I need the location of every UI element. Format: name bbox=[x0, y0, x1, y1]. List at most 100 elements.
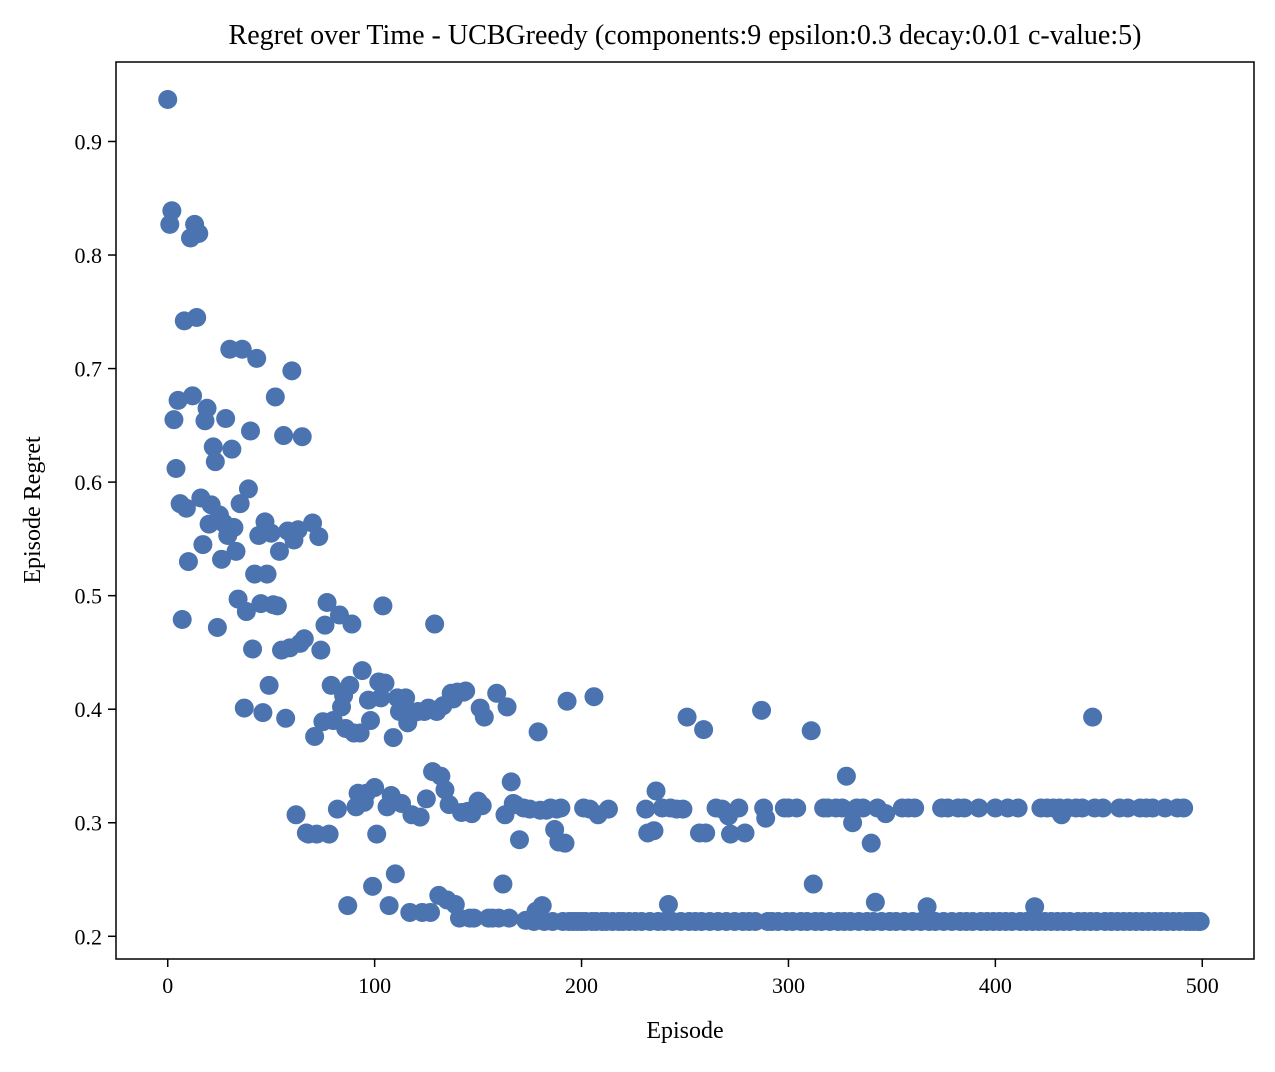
data-point bbox=[954, 798, 974, 818]
data-point bbox=[644, 821, 664, 841]
data-point bbox=[305, 726, 325, 746]
data-point bbox=[865, 892, 885, 912]
data-point bbox=[832, 798, 852, 818]
data-point bbox=[243, 639, 263, 659]
data-point bbox=[176, 498, 196, 518]
data-point bbox=[464, 908, 484, 928]
data-point bbox=[416, 789, 436, 809]
data-point bbox=[193, 535, 213, 555]
data-points bbox=[158, 89, 1210, 932]
data-point bbox=[787, 798, 807, 818]
data-point bbox=[294, 629, 314, 649]
y-tick-label: 0.9 bbox=[75, 129, 103, 154]
data-point bbox=[493, 874, 513, 894]
y-tick-label: 0.8 bbox=[75, 243, 103, 268]
data-point bbox=[319, 824, 339, 844]
data-point bbox=[259, 675, 279, 695]
data-point bbox=[205, 452, 225, 472]
data-point bbox=[253, 703, 273, 723]
data-point bbox=[367, 824, 387, 844]
x-tick-label: 300 bbox=[772, 973, 805, 998]
x-axis: 0 100 200 300 400 500 bbox=[162, 959, 1219, 998]
data-point bbox=[164, 410, 184, 430]
data-point bbox=[166, 458, 186, 478]
data-point bbox=[1190, 912, 1210, 932]
data-point bbox=[456, 681, 476, 701]
data-point bbox=[694, 720, 714, 740]
data-point bbox=[636, 799, 656, 819]
x-tick-label: 500 bbox=[1186, 973, 1219, 998]
data-point bbox=[677, 707, 697, 727]
data-point bbox=[375, 673, 395, 693]
data-point bbox=[373, 596, 393, 616]
data-point bbox=[969, 798, 989, 818]
data-point bbox=[365, 778, 385, 798]
data-point bbox=[509, 830, 529, 850]
data-point bbox=[309, 527, 329, 547]
data-point bbox=[327, 799, 347, 819]
data-point bbox=[222, 439, 242, 459]
data-point bbox=[756, 808, 776, 828]
data-point bbox=[212, 549, 232, 569]
data-point bbox=[1083, 707, 1103, 727]
data-point bbox=[187, 307, 207, 327]
data-point bbox=[474, 707, 494, 727]
data-point bbox=[801, 721, 821, 741]
data-point bbox=[232, 339, 252, 359]
data-point bbox=[584, 687, 604, 707]
data-point bbox=[917, 897, 937, 917]
data-point bbox=[1008, 798, 1028, 818]
data-point bbox=[238, 479, 258, 499]
data-point bbox=[598, 799, 618, 819]
data-point bbox=[696, 823, 716, 843]
data-point bbox=[267, 596, 287, 616]
data-point bbox=[876, 804, 896, 824]
data-point bbox=[646, 781, 666, 801]
data-point bbox=[383, 728, 403, 748]
data-point bbox=[189, 223, 209, 243]
data-point bbox=[197, 398, 217, 418]
data-point bbox=[276, 708, 296, 728]
data-point bbox=[843, 813, 863, 833]
data-point bbox=[317, 592, 337, 612]
chart-title: Regret over Time - UCBGreedy (components… bbox=[229, 20, 1142, 51]
data-point bbox=[338, 896, 358, 916]
x-tick-label: 400 bbox=[979, 973, 1012, 998]
data-point bbox=[340, 675, 360, 695]
data-point bbox=[555, 833, 575, 853]
data-point bbox=[752, 700, 772, 720]
data-point bbox=[421, 902, 441, 922]
data-point bbox=[396, 688, 416, 708]
data-point bbox=[861, 833, 881, 853]
data-point bbox=[532, 896, 552, 916]
data-point bbox=[247, 348, 267, 368]
data-point bbox=[203, 437, 223, 457]
data-point bbox=[286, 805, 306, 825]
data-point bbox=[265, 387, 285, 407]
data-point bbox=[853, 798, 873, 818]
data-point bbox=[363, 876, 383, 896]
y-tick-label: 0.5 bbox=[75, 584, 103, 609]
y-tick-label: 0.7 bbox=[75, 357, 103, 382]
data-point bbox=[371, 688, 391, 708]
data-point bbox=[236, 602, 256, 622]
data-point bbox=[178, 552, 198, 572]
data-point bbox=[385, 864, 405, 884]
data-point bbox=[230, 494, 250, 514]
data-point bbox=[1025, 897, 1045, 917]
y-axis-label: Episode Regret bbox=[20, 436, 46, 584]
y-axis: 0.2 0.3 0.4 0.5 0.6 0.7 0.8 0.9 bbox=[75, 129, 116, 949]
y-tick-label: 0.6 bbox=[75, 470, 103, 495]
x-tick-label: 200 bbox=[565, 973, 598, 998]
y-tick-label: 0.4 bbox=[75, 697, 103, 722]
data-point bbox=[269, 541, 289, 561]
data-point bbox=[735, 823, 755, 843]
data-point bbox=[729, 798, 749, 818]
data-point bbox=[274, 426, 294, 446]
data-point bbox=[673, 799, 693, 819]
data-point bbox=[352, 661, 372, 681]
data-point bbox=[905, 798, 925, 818]
data-point bbox=[288, 520, 308, 540]
data-point bbox=[311, 640, 331, 660]
